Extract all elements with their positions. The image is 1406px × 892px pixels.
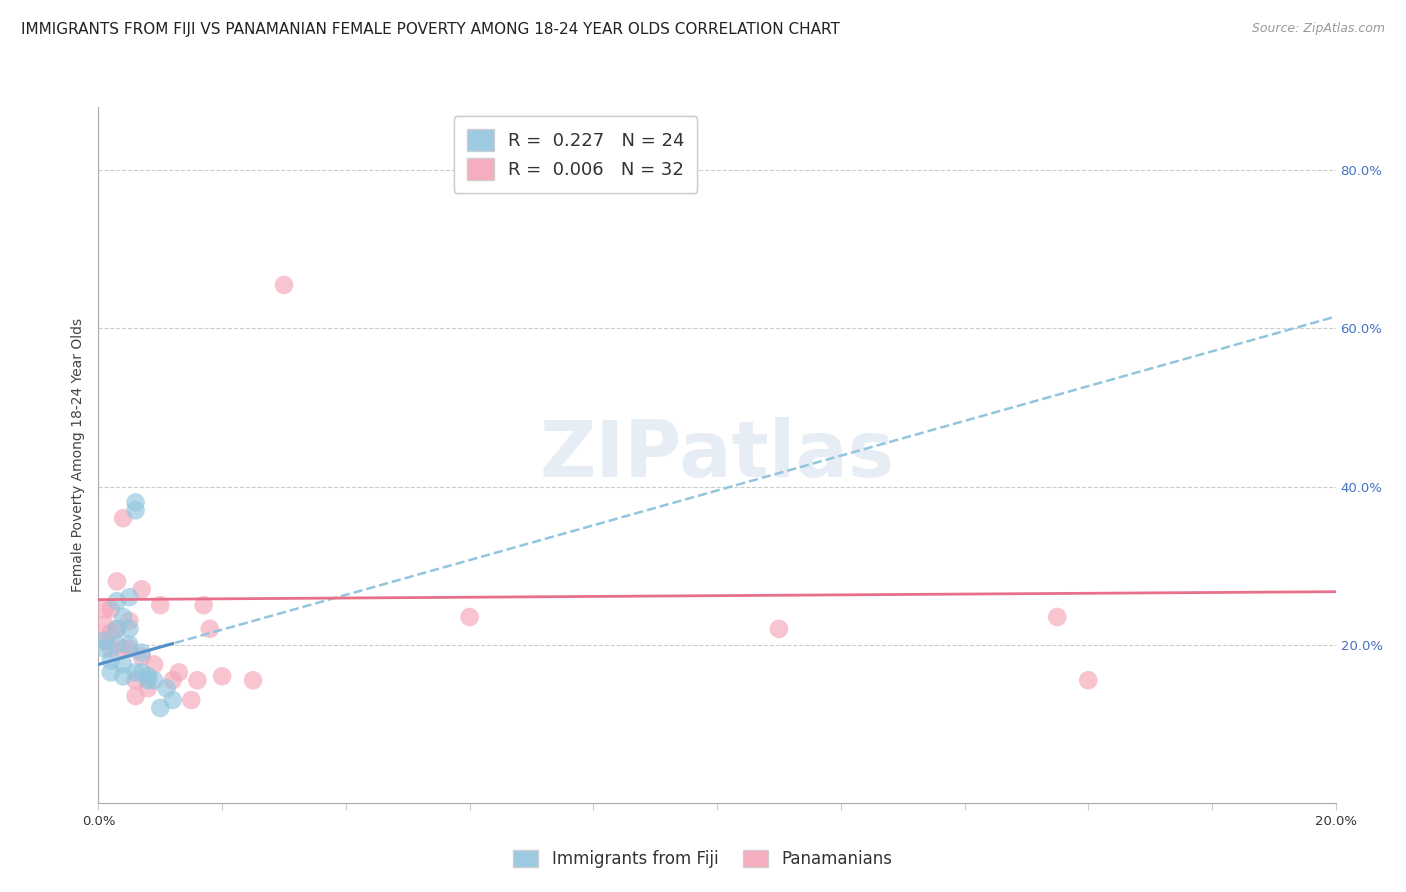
- Point: [167, 665, 190, 680]
- Point: [149, 701, 172, 715]
- Y-axis label: Female Poverty Among 18-24 Year Olds: Female Poverty Among 18-24 Year Olds: [70, 318, 84, 592]
- Point: [131, 649, 153, 664]
- Point: [100, 625, 122, 640]
- Point: [124, 689, 146, 703]
- Point: [100, 602, 122, 616]
- Point: [100, 665, 122, 680]
- Point: [143, 657, 166, 672]
- Point: [193, 598, 215, 612]
- Text: ZIPatlas: ZIPatlas: [540, 417, 894, 493]
- Point: [180, 693, 202, 707]
- Point: [149, 598, 172, 612]
- Point: [155, 681, 177, 695]
- Point: [105, 622, 128, 636]
- Point: [105, 638, 128, 652]
- Point: [112, 641, 135, 656]
- Point: [105, 622, 128, 636]
- Point: [136, 681, 159, 695]
- Point: [143, 673, 166, 688]
- Point: [118, 641, 141, 656]
- Point: [93, 633, 115, 648]
- Point: [131, 665, 153, 680]
- Point: [118, 591, 141, 605]
- Point: [124, 673, 146, 688]
- Point: [211, 669, 233, 683]
- Point: [131, 646, 153, 660]
- Point: [118, 614, 141, 628]
- Point: [93, 633, 115, 648]
- Point: [124, 495, 146, 509]
- Text: Source: ZipAtlas.com: Source: ZipAtlas.com: [1251, 22, 1385, 36]
- Point: [458, 610, 481, 624]
- Point: [136, 673, 159, 688]
- Point: [162, 673, 184, 688]
- Point: [118, 638, 141, 652]
- Text: IMMIGRANTS FROM FIJI VS PANAMANIAN FEMALE POVERTY AMONG 18-24 YEAR OLDS CORRELAT: IMMIGRANTS FROM FIJI VS PANAMANIAN FEMAL…: [21, 22, 839, 37]
- Point: [93, 602, 115, 616]
- Point: [768, 622, 790, 636]
- Point: [112, 669, 135, 683]
- Legend: R =  0.227   N = 24, R =  0.006   N = 32: R = 0.227 N = 24, R = 0.006 N = 32: [454, 116, 697, 193]
- Point: [162, 693, 184, 707]
- Point: [124, 665, 146, 680]
- Point: [112, 610, 135, 624]
- Point: [242, 673, 264, 688]
- Point: [93, 618, 115, 632]
- Point: [93, 641, 115, 656]
- Point: [198, 622, 221, 636]
- Point: [105, 594, 128, 608]
- Point: [1077, 673, 1099, 688]
- Point: [105, 574, 128, 589]
- Point: [100, 653, 122, 667]
- Point: [112, 657, 135, 672]
- Point: [186, 673, 208, 688]
- Point: [124, 503, 146, 517]
- Point: [100, 641, 122, 656]
- Legend: Immigrants from Fiji, Panamanians: Immigrants from Fiji, Panamanians: [506, 843, 900, 875]
- Point: [118, 622, 141, 636]
- Point: [1046, 610, 1069, 624]
- Point: [273, 277, 295, 292]
- Point: [112, 511, 135, 525]
- Point: [136, 669, 159, 683]
- Point: [131, 582, 153, 597]
